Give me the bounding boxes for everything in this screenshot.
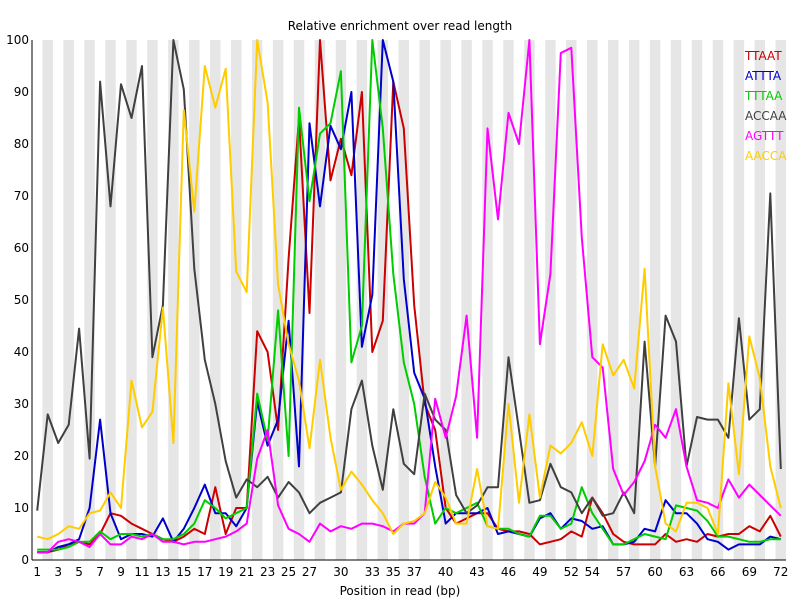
series-line-attta xyxy=(37,39,782,554)
x-tick-label: 23 xyxy=(260,565,275,579)
x-tick-label: 49 xyxy=(532,565,547,579)
stripe xyxy=(293,40,305,560)
stripe xyxy=(314,40,326,560)
x-tick-label: 72 xyxy=(773,565,788,579)
stripe xyxy=(524,40,535,560)
x-tick-label: 35 xyxy=(386,565,401,579)
stripe xyxy=(230,40,242,560)
y-tick-label: 10 xyxy=(14,501,29,515)
x-tick-label: 40 xyxy=(438,565,453,579)
legend-entry-aacca: AACCA xyxy=(745,149,787,163)
stripe xyxy=(691,40,703,560)
stripe xyxy=(482,40,493,560)
series-lines xyxy=(36,39,782,554)
y-tick-label: 60 xyxy=(14,241,29,255)
x-axis: 1 3 5 7 9 11 13 15 17 19 21 23 25 27 30 33 35 37 40 43 46 49 5… xyxy=(32,559,788,579)
series-line-agttt xyxy=(37,39,782,554)
x-tick-label: 11 xyxy=(134,565,149,579)
x-tick-label: 37 xyxy=(407,565,422,579)
x-tick-label: 43 xyxy=(469,565,484,579)
stripe xyxy=(168,40,179,560)
x-tick-label: 19 xyxy=(218,565,233,579)
stripe xyxy=(649,40,661,560)
stripe xyxy=(503,40,514,560)
x-tick-label: 66 xyxy=(710,565,725,579)
stripe xyxy=(84,40,95,560)
y-tick-label: 30 xyxy=(14,397,29,411)
y-tick-label: 40 xyxy=(14,345,29,359)
legend-entry-accaa: ACCAA xyxy=(745,109,787,123)
stripe xyxy=(566,40,577,560)
x-tick-label: 54 xyxy=(585,565,600,579)
stripe xyxy=(398,40,409,560)
legend-entry-ttaat: TTAAT xyxy=(744,49,782,63)
stripe xyxy=(105,40,116,560)
x-tick-label: 5 xyxy=(75,565,83,579)
x-tick-label: 69 xyxy=(742,565,757,579)
legend-entry-agttt: AGTTT xyxy=(745,129,784,143)
stripe xyxy=(775,40,786,560)
x-tick-label: 25 xyxy=(281,565,296,579)
stripe xyxy=(335,40,347,560)
series-line-accaa xyxy=(36,39,782,517)
y-tick-label: 50 xyxy=(14,293,29,307)
x-tick-label: 9 xyxy=(117,565,125,579)
y-tick-label: 80 xyxy=(14,137,29,151)
stripe xyxy=(126,40,137,560)
stripe xyxy=(587,40,598,560)
x-tick-label: 3 xyxy=(54,565,62,579)
stripe xyxy=(461,40,472,560)
x-tick-label: 52 xyxy=(564,565,579,579)
x-tick-label: 57 xyxy=(616,565,631,579)
y-tick-label: 0 xyxy=(21,553,29,567)
x-tick-label: 15 xyxy=(176,565,191,579)
y-tick-label: 90 xyxy=(14,85,29,99)
series-line-tttaa xyxy=(37,39,781,551)
series-line-aacca xyxy=(36,39,782,541)
stripe xyxy=(272,40,284,560)
x-tick-label: 13 xyxy=(155,565,170,579)
x-tick-label: 1 xyxy=(33,565,41,579)
stripe xyxy=(147,40,158,560)
stripe xyxy=(712,40,724,560)
x-tick-label: 7 xyxy=(96,565,104,579)
stripe xyxy=(440,40,451,560)
legend: TTAAT ATTTA TTTAA ACCAA AGTTT AACCA xyxy=(744,49,787,163)
stripe xyxy=(189,40,200,560)
x-tick-label: 21 xyxy=(239,565,254,579)
y-tick-label: 70 xyxy=(14,189,29,203)
stripe xyxy=(210,40,221,560)
x-tick-label: 30 xyxy=(333,565,348,579)
stripe xyxy=(419,40,430,560)
legend-entry-tttaa: TTTAA xyxy=(744,89,783,103)
x-tick-label: 27 xyxy=(302,565,317,579)
y-tick-label: 100 xyxy=(6,33,29,47)
x-tick-label: 33 xyxy=(365,565,380,579)
x-tick-label: 46 xyxy=(501,565,516,579)
stripe xyxy=(670,40,682,560)
chart-title: Relative enrichment over read length xyxy=(288,19,513,33)
stripe xyxy=(754,40,766,560)
y-tick-label: 20 xyxy=(14,449,29,463)
y-axis: 0 10 20 30 40 50 60 70 80 90 100 xyxy=(6,33,33,567)
legend-entry-attta: ATTTA xyxy=(745,69,782,83)
x-tick-label: 17 xyxy=(197,565,212,579)
stripe xyxy=(545,40,556,560)
stripe xyxy=(251,40,263,560)
stripe xyxy=(733,40,745,560)
x-tick-label: 63 xyxy=(679,565,694,579)
x-tick-label: 60 xyxy=(647,565,662,579)
stripe xyxy=(63,40,74,560)
stripe xyxy=(42,40,53,560)
stripe xyxy=(607,40,619,560)
x-axis-label: Position in read (bp) xyxy=(340,584,461,598)
stripe xyxy=(628,40,640,560)
